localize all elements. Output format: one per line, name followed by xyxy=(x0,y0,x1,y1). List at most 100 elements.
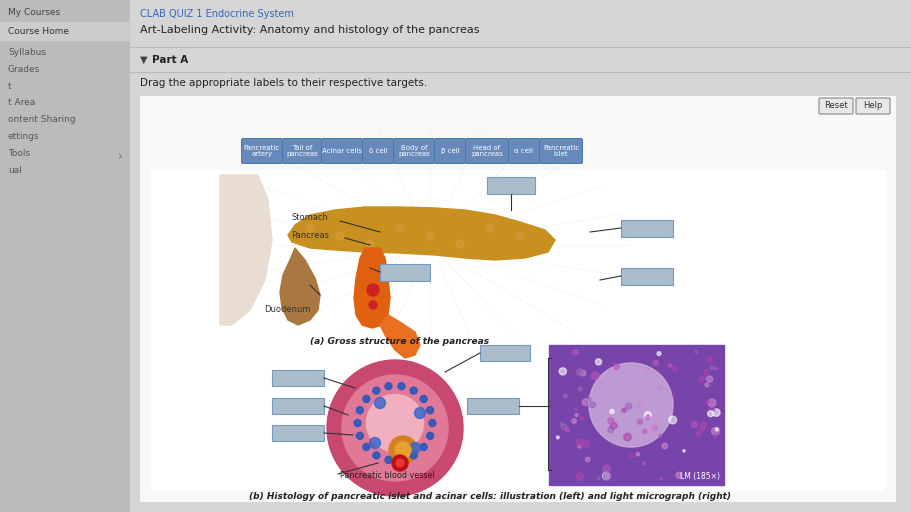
Circle shape xyxy=(369,301,377,309)
Text: Pancreatic blood vessel: Pancreatic blood vessel xyxy=(340,471,435,480)
Circle shape xyxy=(354,419,361,426)
Circle shape xyxy=(705,383,709,387)
Circle shape xyxy=(580,370,586,376)
Circle shape xyxy=(707,357,712,362)
Circle shape xyxy=(643,429,647,433)
Text: Pancreas: Pancreas xyxy=(291,231,329,241)
Circle shape xyxy=(429,419,435,426)
Circle shape xyxy=(676,472,682,478)
Circle shape xyxy=(710,366,713,370)
Circle shape xyxy=(410,387,417,394)
Circle shape xyxy=(395,442,411,458)
Circle shape xyxy=(624,433,631,441)
FancyBboxPatch shape xyxy=(621,268,673,285)
Circle shape xyxy=(660,478,662,480)
Polygon shape xyxy=(354,248,390,328)
Text: (b) Histology of pancreatic islet and acinar cells: illustration (left) and ligh: (b) Histology of pancreatic islet and ac… xyxy=(249,492,731,501)
FancyBboxPatch shape xyxy=(467,398,519,414)
Polygon shape xyxy=(220,175,272,325)
Circle shape xyxy=(691,421,698,428)
Circle shape xyxy=(557,436,559,439)
Text: Duodenum: Duodenum xyxy=(264,306,311,314)
FancyBboxPatch shape xyxy=(241,139,282,163)
Circle shape xyxy=(699,426,704,432)
FancyBboxPatch shape xyxy=(272,370,324,386)
FancyBboxPatch shape xyxy=(363,139,394,163)
Circle shape xyxy=(636,453,640,456)
Text: Acinar cells: Acinar cells xyxy=(322,148,362,154)
Circle shape xyxy=(696,432,701,437)
Circle shape xyxy=(566,428,569,432)
Circle shape xyxy=(398,456,405,463)
Circle shape xyxy=(614,364,619,370)
Text: ▼: ▼ xyxy=(140,55,148,65)
Circle shape xyxy=(650,424,656,430)
FancyBboxPatch shape xyxy=(435,139,466,163)
Circle shape xyxy=(658,387,662,391)
Circle shape xyxy=(669,364,671,367)
Circle shape xyxy=(577,369,583,375)
Text: ›: › xyxy=(118,150,123,163)
Circle shape xyxy=(700,377,704,381)
FancyBboxPatch shape xyxy=(856,98,890,114)
Circle shape xyxy=(420,443,427,451)
Text: Syllabus: Syllabus xyxy=(8,48,46,57)
Circle shape xyxy=(385,456,392,463)
Circle shape xyxy=(643,462,646,465)
Circle shape xyxy=(715,428,719,431)
Text: (a) Gross structure of the pancreas: (a) Gross structure of the pancreas xyxy=(310,337,489,346)
Circle shape xyxy=(644,412,651,418)
Circle shape xyxy=(706,400,710,403)
Circle shape xyxy=(589,363,673,447)
Circle shape xyxy=(374,397,385,409)
Circle shape xyxy=(708,399,716,407)
Circle shape xyxy=(591,372,599,380)
Circle shape xyxy=(653,360,659,366)
Text: Course Home: Course Home xyxy=(8,27,69,36)
Circle shape xyxy=(576,439,583,446)
Circle shape xyxy=(356,432,363,439)
Circle shape xyxy=(659,434,661,437)
Circle shape xyxy=(608,418,614,424)
Circle shape xyxy=(572,419,577,423)
Circle shape xyxy=(560,422,564,426)
Circle shape xyxy=(589,363,673,447)
Polygon shape xyxy=(280,248,320,325)
Circle shape xyxy=(713,435,717,438)
Circle shape xyxy=(603,465,610,473)
Circle shape xyxy=(599,381,603,384)
Text: Tools: Tools xyxy=(8,149,30,158)
Circle shape xyxy=(575,408,577,411)
Circle shape xyxy=(603,473,611,480)
Circle shape xyxy=(385,382,392,390)
Circle shape xyxy=(646,415,650,419)
FancyBboxPatch shape xyxy=(282,139,322,163)
Circle shape xyxy=(587,397,591,401)
Polygon shape xyxy=(380,315,420,358)
Circle shape xyxy=(575,414,578,416)
Bar xyxy=(140,96,895,501)
Circle shape xyxy=(426,432,434,439)
Circle shape xyxy=(342,375,448,481)
Text: Body of
pancreas: Body of pancreas xyxy=(398,145,430,157)
Bar xyxy=(0,22,130,40)
Circle shape xyxy=(563,394,568,398)
Circle shape xyxy=(712,409,720,416)
Circle shape xyxy=(420,395,427,402)
Circle shape xyxy=(582,440,589,447)
Circle shape xyxy=(486,224,494,232)
Circle shape xyxy=(336,232,344,240)
Text: CLAB QUIZ 1 Endocrine System: CLAB QUIZ 1 Endocrine System xyxy=(140,9,294,19)
Circle shape xyxy=(327,360,463,496)
Text: Pancreatic
islet: Pancreatic islet xyxy=(543,145,579,157)
Text: Grades: Grades xyxy=(8,65,40,74)
Text: Help: Help xyxy=(864,101,883,111)
Circle shape xyxy=(516,232,524,240)
Circle shape xyxy=(580,417,584,420)
Text: Pancreatic
artery: Pancreatic artery xyxy=(244,145,280,157)
Circle shape xyxy=(582,399,589,406)
FancyBboxPatch shape xyxy=(819,98,853,114)
Circle shape xyxy=(711,428,719,435)
Circle shape xyxy=(410,442,421,454)
Text: δ cell: δ cell xyxy=(369,148,387,154)
